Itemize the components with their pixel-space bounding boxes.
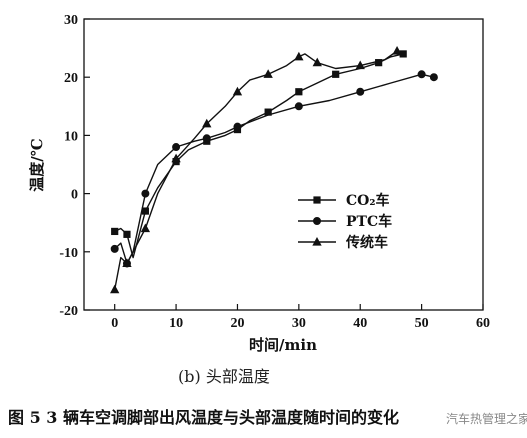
- legend-item: CO₂车: [298, 192, 389, 209]
- y-tick-label: 20: [64, 71, 78, 86]
- data-point-triangle: [232, 86, 243, 96]
- data-point-triangle: [140, 223, 151, 233]
- legend-label: 传统车: [345, 234, 388, 251]
- data-point-triangle: [392, 45, 402, 55]
- y-tick-label: 10: [64, 129, 78, 144]
- data-point-circle: [202, 134, 211, 143]
- legend-label: PTC车: [346, 213, 392, 230]
- y-tick-label: -10: [59, 246, 78, 261]
- data-point-square: [295, 88, 303, 96]
- data-point-triangle: [122, 258, 132, 268]
- legend-label: CO₂车: [346, 192, 389, 209]
- data-point-square: [111, 227, 119, 236]
- data-point-square: [332, 70, 340, 78]
- series-line-triangle: [114, 50, 398, 290]
- x-tick-label: 10: [169, 316, 183, 331]
- y-axis-label: 温度/℃: [28, 138, 46, 191]
- y-tick-label: 30: [64, 13, 78, 28]
- data-point-circle: [172, 143, 181, 152]
- legend-item: PTC车: [298, 213, 392, 230]
- data-point-circle: [110, 244, 119, 253]
- watermark-text: 汽车热管理之家: [446, 411, 527, 426]
- data-point-triangle: [202, 118, 212, 128]
- y-tick-label: -20: [59, 304, 78, 319]
- data-point-triangle: [294, 51, 304, 61]
- legend-marker-square: [313, 196, 321, 204]
- x-axis-label: 时间/min: [249, 336, 317, 354]
- x-tick-label: 0: [111, 316, 118, 331]
- legend-marker-circle: [312, 216, 321, 225]
- data-point-square: [123, 230, 131, 238]
- x-tick-label: 20: [230, 316, 244, 331]
- legend-item: 传统车: [298, 234, 388, 251]
- legend-marker-triangle: [312, 236, 322, 246]
- data-point-circle: [417, 70, 426, 79]
- plot-frame: [83, 18, 484, 311]
- x-tick-label: 50: [415, 316, 429, 331]
- data-point-triangle: [312, 57, 322, 67]
- data-point-triangle: [110, 284, 120, 294]
- series-layer: [110, 45, 438, 294]
- data-point-triangle: [171, 153, 181, 163]
- data-point-triangle: [355, 60, 365, 70]
- data-point-circle: [429, 73, 438, 82]
- data-point-circle: [356, 87, 365, 96]
- chart-subtitle: (b) 头部温度: [178, 367, 270, 386]
- figure-caption: 图 5 3 辆车空调脚部出风温度与头部温度随时间的变化: [8, 408, 399, 427]
- series-circle: [110, 70, 438, 268]
- x-tick-label: 30: [292, 316, 306, 331]
- data-point-triangle: [263, 69, 273, 78]
- data-point-square: [141, 207, 149, 215]
- ticks-layer: 0 10 20 30 40 50 60 -20 -10 0 10 20 30: [59, 13, 490, 331]
- data-point-circle: [294, 102, 303, 111]
- x-tick-label: 60: [476, 316, 490, 331]
- y-tick-label: 0: [71, 188, 78, 203]
- series-triangle: [110, 45, 402, 294]
- data-point-circle: [233, 122, 242, 131]
- data-point-circle: [141, 189, 150, 198]
- x-tick-label: 40: [353, 316, 367, 331]
